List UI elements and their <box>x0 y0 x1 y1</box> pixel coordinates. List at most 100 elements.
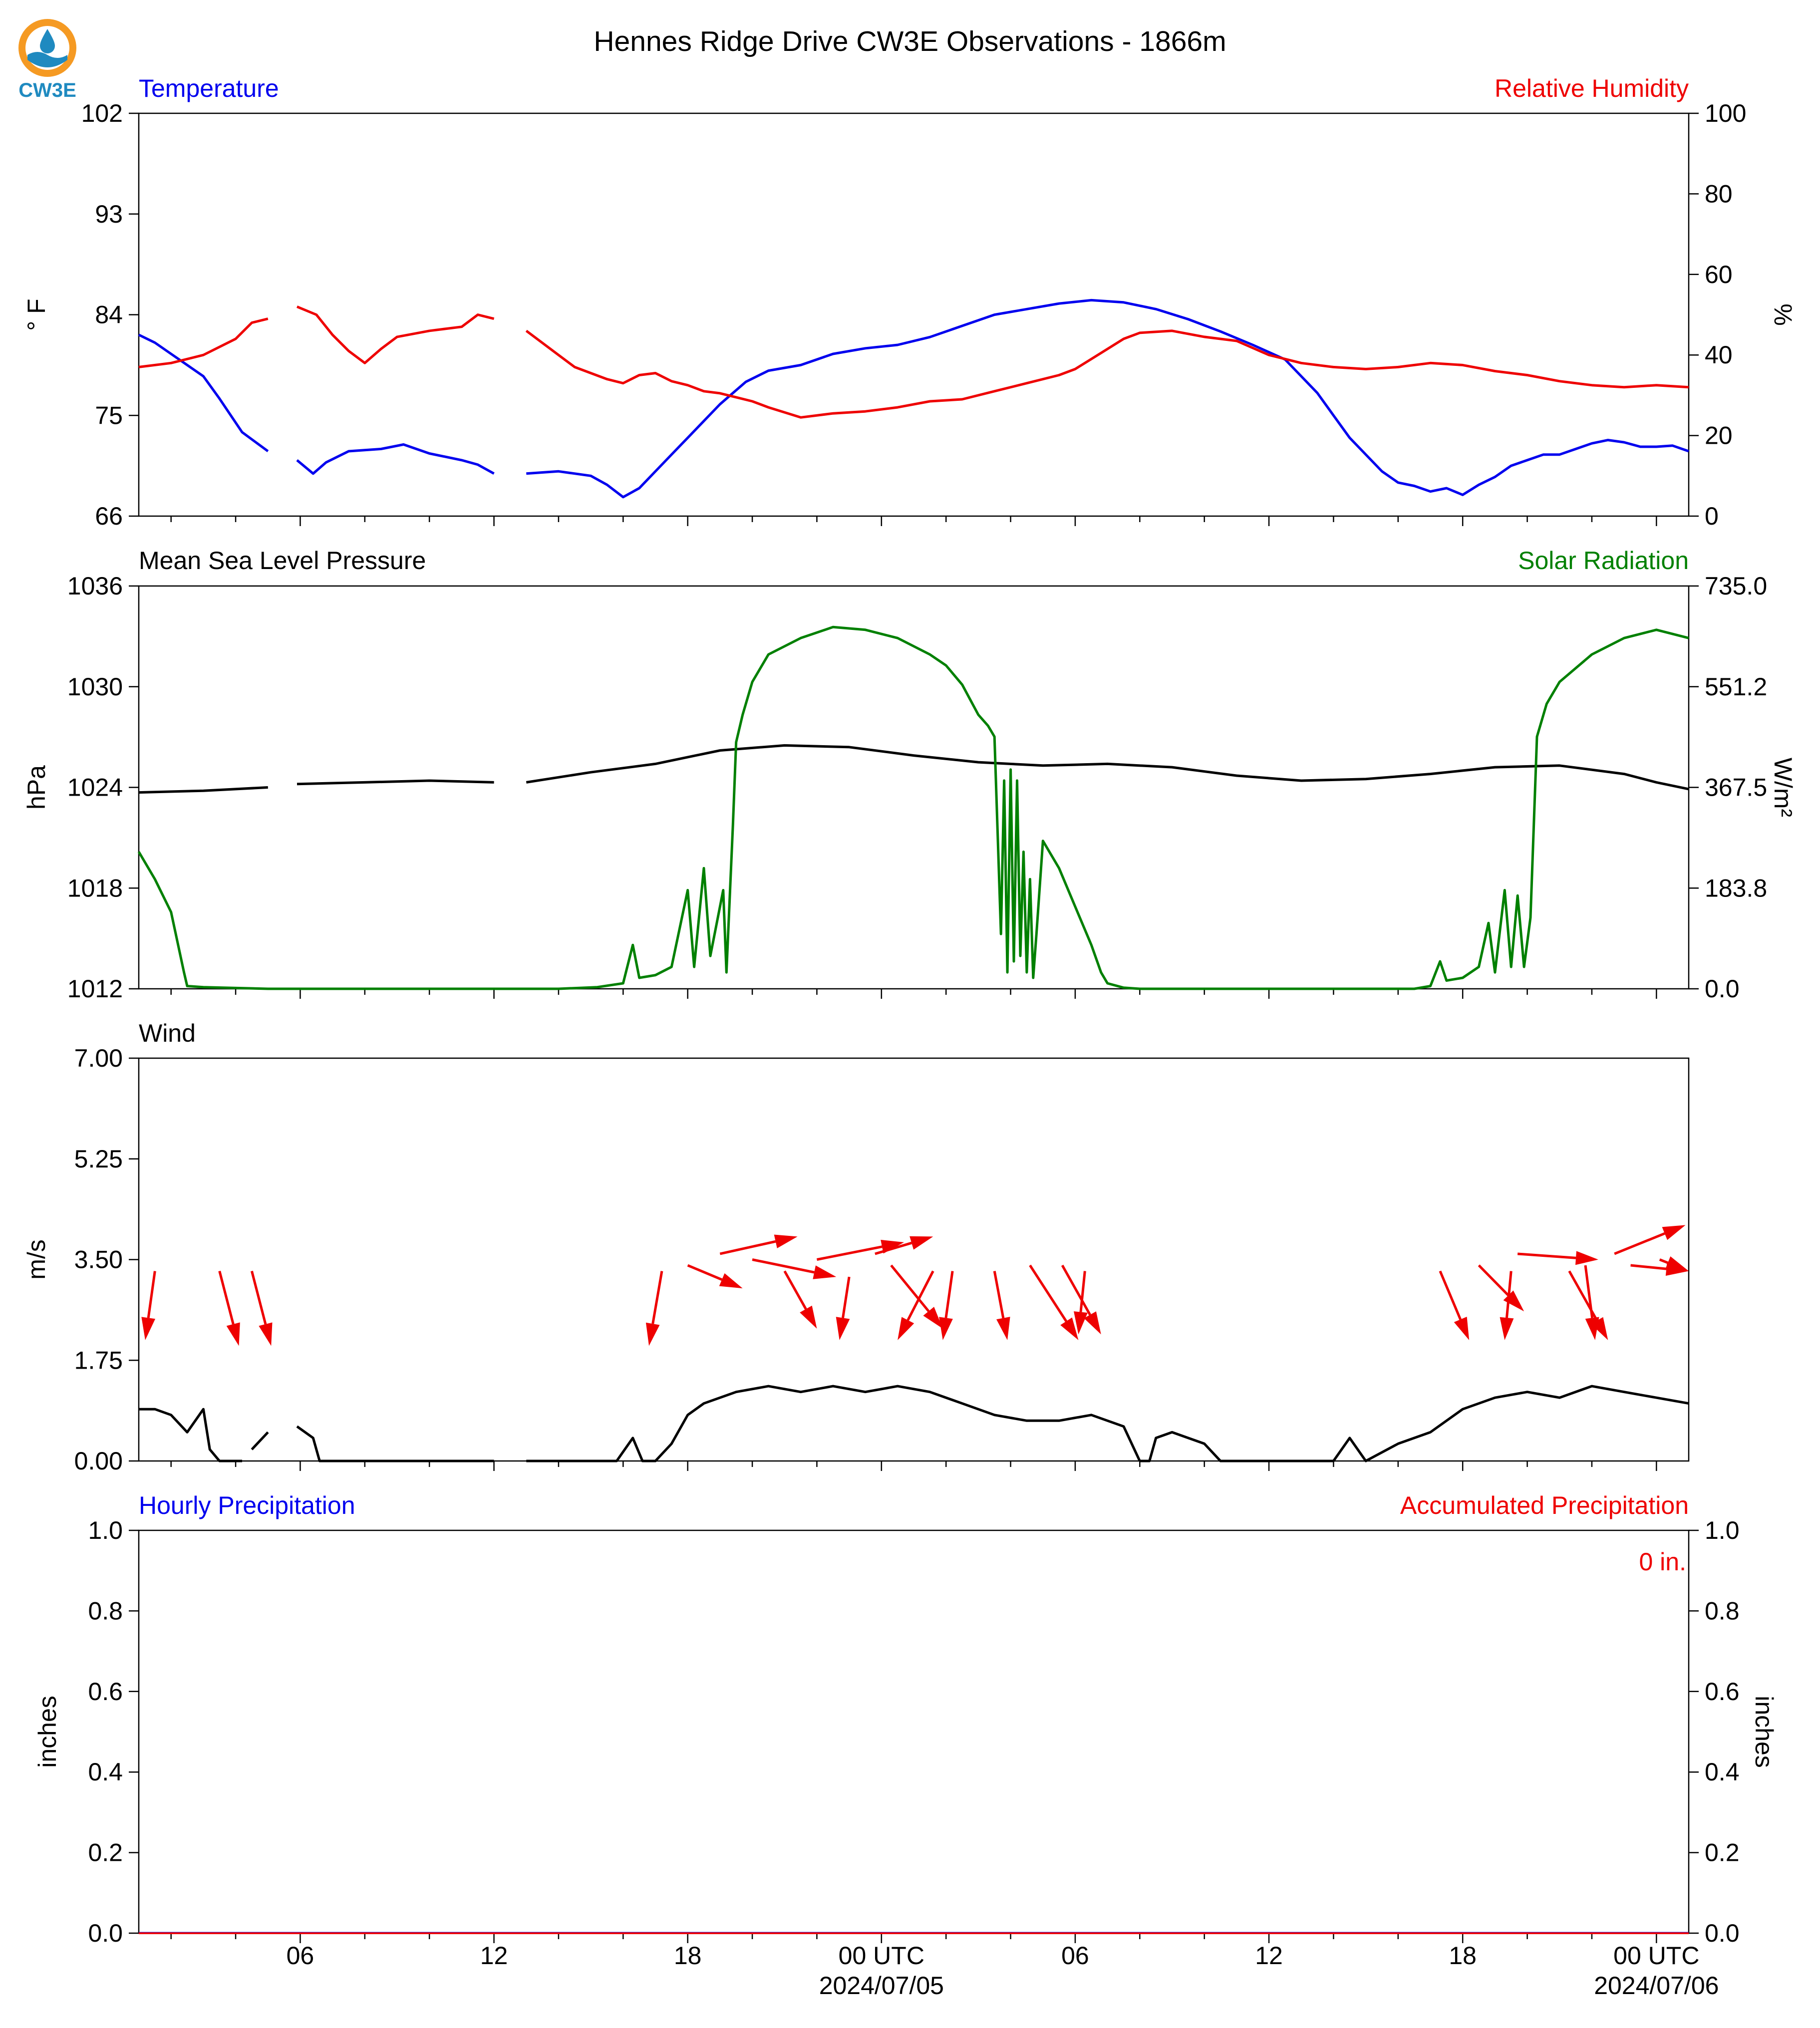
wind-arrow-shaft <box>993 1271 1005 1319</box>
wind-arrow-head <box>1585 1317 1599 1340</box>
wind-arrow-shaft <box>944 1271 954 1318</box>
x-tick-label: 00 UTC <box>839 1942 924 1970</box>
y-right-tick-label: 367.5 <box>1705 774 1767 802</box>
y-left-tick-label: 75 <box>95 401 123 429</box>
wind-arrow-shaft <box>783 1270 807 1310</box>
wind-arrow-head <box>1665 1256 1689 1271</box>
precip-total-label: 0 in. <box>1639 1548 1686 1576</box>
y-right-unit-label: W/m² <box>1769 758 1797 817</box>
y-left-tick-label: 1036 <box>67 572 123 600</box>
solar-title: Solar Radiation <box>1518 547 1689 575</box>
cw3e-logo: CW3E <box>18 19 76 101</box>
y-right-tick-label: 0.2 <box>1705 1839 1740 1867</box>
wind-arrow-head <box>1500 1317 1514 1340</box>
wind-arrow-head <box>1575 1251 1598 1265</box>
wind-arrow-head <box>1060 1317 1079 1340</box>
wind-arrow-head <box>923 1307 943 1329</box>
wind-arrow-shaft <box>1630 1264 1667 1270</box>
temperature-line <box>138 333 269 453</box>
wind-arrow-shaft <box>651 1271 663 1324</box>
y-right-tick-label: 0.4 <box>1705 1758 1740 1786</box>
chart-title: Hennes Ridge Drive CW3E Observations - 1… <box>594 25 1226 57</box>
wind-speed-line <box>296 1425 494 1462</box>
wind-arrow-head <box>645 1322 660 1346</box>
wind-arrow-shaft <box>1061 1264 1091 1316</box>
y-left-tick-label: 102 <box>81 99 123 127</box>
pressure-line <box>138 786 268 794</box>
solar-radiation-line <box>137 625 1689 990</box>
wind-speed-line <box>139 1408 242 1462</box>
y-left-unit-label: ° F <box>22 298 50 330</box>
wind-arrow-head <box>898 1317 914 1340</box>
y-left-tick-label: 84 <box>95 301 123 329</box>
wind-arrow-head <box>719 1273 743 1289</box>
wind-arrow-shaft <box>752 1258 815 1274</box>
wind-arrow-shaft <box>907 1270 934 1321</box>
x-tick-label: 00 UTC <box>1613 1942 1699 1970</box>
y-left-tick-label: 7.00 <box>74 1044 123 1072</box>
y-right-tick-label: 0.8 <box>1705 1597 1740 1625</box>
humidity-line <box>525 329 1689 419</box>
y-left-tick-label: 0.2 <box>88 1839 123 1867</box>
wind-arrow-shaft <box>218 1270 235 1325</box>
y-right-tick-label: 0.0 <box>1705 1919 1740 1947</box>
humidity-line <box>297 305 495 364</box>
panel-precipitation: Hourly Precipitation Accumulated Precipi… <box>33 1491 1778 1947</box>
wind-arrow-head <box>259 1322 273 1346</box>
wind-arrow-shaft <box>1505 1271 1513 1318</box>
x-tick-label: 18 <box>1449 1942 1477 1970</box>
wind-arrow-shaft <box>147 1271 156 1318</box>
wind-arrow-shaft <box>1439 1270 1462 1320</box>
wind-arrow-shaft <box>1029 1264 1068 1322</box>
temperature-line <box>296 443 495 475</box>
y-left-tick-label: 66 <box>95 502 123 530</box>
x-tick-label: 18 <box>674 1942 702 1970</box>
wind-arrow-head <box>910 1236 933 1250</box>
pressure-title: Mean Sea Level Pressure <box>139 547 426 575</box>
y-left-unit-label: hPa <box>22 765 50 810</box>
y-left-tick-label: 0.0 <box>88 1919 123 1947</box>
wind-arrow-shaft <box>250 1270 267 1325</box>
y-left-tick-label: 1012 <box>67 975 123 1003</box>
y-right-tick-label: 100 <box>1705 99 1746 127</box>
wind-arrow-shaft <box>1584 1265 1594 1318</box>
wind-arrow-head <box>1084 1311 1101 1335</box>
y-right-tick-label: 60 <box>1705 261 1733 289</box>
wind-arrow-shaft <box>719 1240 776 1255</box>
pressure-line <box>297 779 494 786</box>
wind-arrow-head <box>141 1317 156 1340</box>
wind-arrow-shaft <box>1517 1252 1576 1259</box>
y-left-tick-label: 1.75 <box>74 1346 123 1374</box>
wind-arrow-shaft <box>890 1264 930 1312</box>
x-tick-label: 12 <box>1255 1942 1283 1970</box>
hourly-precip-title: Hourly Precipitation <box>139 1491 355 1519</box>
y-right-tick-label: 0.0 <box>1705 975 1740 1003</box>
humidity-title: Relative Humidity <box>1495 74 1689 102</box>
wind-arrow-shaft <box>1478 1264 1510 1296</box>
wind-arrow-shaft <box>875 1241 912 1255</box>
y-right-tick-label: 0.6 <box>1705 1678 1740 1706</box>
y-left-tick-label: 1.0 <box>88 1516 123 1544</box>
wind-arrow-head <box>813 1265 837 1279</box>
y-right-tick-label: 40 <box>1705 341 1733 369</box>
wind-arrow-head <box>226 1322 240 1346</box>
x-tick-date-label: 2024/07/06 <box>1594 1972 1719 2000</box>
y-right-unit-label: inches <box>1750 1696 1778 1768</box>
wind-arrow-head <box>836 1317 850 1340</box>
accum-precip-title: Accumulated Precipitation <box>1400 1491 1689 1519</box>
humidity-line <box>138 317 269 368</box>
y-right-tick-label: 0 <box>1705 502 1719 530</box>
wind-arrow-shaft <box>1659 1258 1669 1264</box>
x-tick-label: 06 <box>1061 1942 1089 1970</box>
y-left-tick-label: 5.25 <box>74 1145 123 1173</box>
wind-arrow-shaft <box>1079 1271 1086 1312</box>
y-left-tick-label: 0.8 <box>88 1597 123 1625</box>
wind-title: Wind <box>139 1019 196 1047</box>
y-right-unit-label: % <box>1769 303 1797 325</box>
wind-arrow-shaft <box>1614 1232 1665 1255</box>
wind-speed-line <box>526 1385 1141 1462</box>
plot-frame <box>138 1057 1690 1462</box>
wind-arrow-head <box>996 1317 1010 1340</box>
